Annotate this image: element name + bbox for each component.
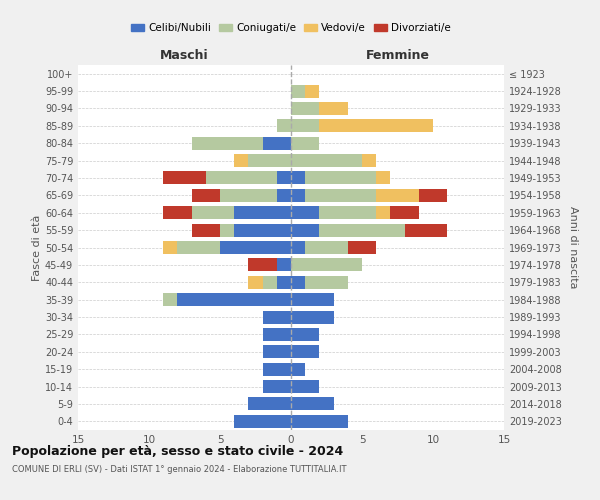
Bar [291,310,334,324]
Text: Maschi: Maschi [160,50,209,62]
Bar [376,189,419,202]
Bar [291,241,305,254]
Bar [277,258,291,272]
Y-axis label: Fasce di età: Fasce di età [32,214,42,280]
Bar [277,276,291,289]
Bar [319,102,348,115]
Bar [277,189,291,202]
Bar [376,172,391,184]
Bar [319,224,404,236]
Bar [391,206,419,220]
Bar [178,241,220,254]
Bar [305,241,348,254]
Bar [291,276,305,289]
Bar [263,380,291,393]
Bar [291,362,305,376]
Bar [191,189,220,202]
Bar [277,172,291,184]
Legend: Celibi/Nubili, Coniugati/e, Vedovi/e, Divorziati/e: Celibi/Nubili, Coniugati/e, Vedovi/e, Di… [127,19,455,38]
Bar [206,172,277,184]
Bar [376,206,391,220]
Bar [291,346,319,358]
Bar [163,293,178,306]
Bar [291,293,334,306]
Bar [248,258,277,272]
Bar [362,154,376,167]
Bar [163,172,206,184]
Bar [234,415,291,428]
Y-axis label: Anni di nascita: Anni di nascita [568,206,578,289]
Bar [277,120,291,132]
Bar [291,102,319,115]
Bar [220,241,291,254]
Bar [291,415,348,428]
Bar [220,224,234,236]
Bar [319,120,433,132]
Bar [305,276,348,289]
Bar [191,224,220,236]
Bar [419,189,447,202]
Bar [291,206,319,220]
Bar [263,328,291,341]
Bar [248,276,263,289]
Bar [263,362,291,376]
Bar [191,206,234,220]
Bar [291,120,319,132]
Text: Popolazione per età, sesso e stato civile - 2024: Popolazione per età, sesso e stato civil… [12,445,343,458]
Text: COMUNE DI ERLI (SV) - Dati ISTAT 1° gennaio 2024 - Elaborazione TUTTITALIA.IT: COMUNE DI ERLI (SV) - Dati ISTAT 1° genn… [12,466,347,474]
Bar [291,189,305,202]
Bar [291,84,305,98]
Bar [263,136,291,149]
Bar [305,172,376,184]
Bar [234,224,291,236]
Bar [191,136,263,149]
Text: Femmine: Femmine [365,50,430,62]
Bar [263,310,291,324]
Bar [248,154,291,167]
Bar [263,346,291,358]
Bar [163,241,178,254]
Bar [291,398,334,410]
Bar [305,84,319,98]
Bar [178,293,291,306]
Bar [291,136,319,149]
Bar [291,258,362,272]
Bar [291,328,319,341]
Bar [291,154,362,167]
Bar [248,398,291,410]
Bar [291,224,319,236]
Bar [234,206,291,220]
Bar [404,224,447,236]
Bar [348,241,376,254]
Bar [291,380,319,393]
Bar [291,172,305,184]
Bar [234,154,248,167]
Bar [319,206,376,220]
Bar [220,189,277,202]
Bar [163,206,191,220]
Bar [305,189,376,202]
Bar [263,276,277,289]
